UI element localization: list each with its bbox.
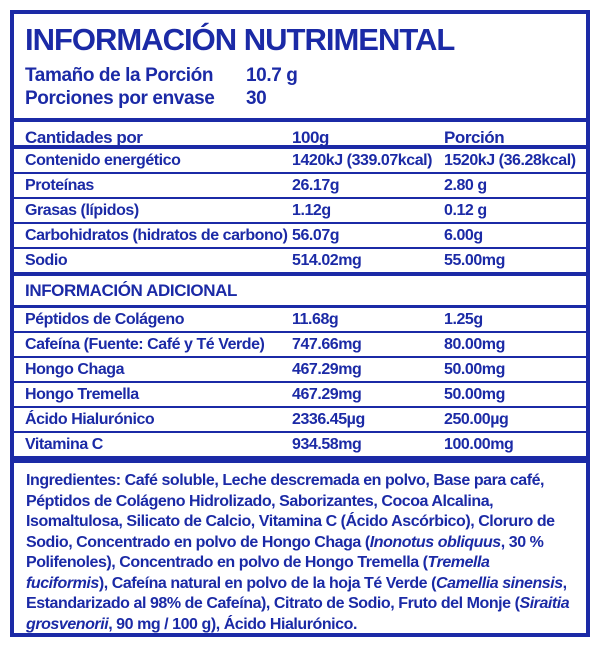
row-label: Proteínas [25, 177, 94, 194]
table-row-vitamin-c: Vitamina C 934.58mg 100.00mg [14, 433, 586, 456]
row-value-portion: 6.00g [444, 227, 483, 244]
row-value-100g: 747.66mg [292, 336, 362, 353]
row-value-portion: 80.00mg [444, 336, 505, 353]
divider [14, 172, 586, 174]
table-row-fat: Grasas (lípidos) 1.12g 0.12 g [14, 199, 586, 222]
divider [14, 197, 586, 199]
divider [14, 406, 586, 408]
divider [14, 222, 586, 224]
row-value-portion: 1520kJ (36.28kcal) [444, 152, 576, 169]
divider [14, 381, 586, 383]
label-title: INFORMACIÓN NUTRIMENTAL [25, 22, 455, 57]
row-label: Hongo Tremella [25, 386, 139, 403]
row-value-100g: 934.58mg [292, 436, 362, 453]
table-row-tremella: Hongo Tremella 467.29mg 50.00mg [14, 383, 586, 406]
nutrition-label: INFORMACIÓN NUTRIMENTAL Tamaño de la Por… [10, 10, 590, 637]
row-label: Grasas (lípidos) [25, 202, 139, 219]
divider [14, 118, 586, 122]
table-row-collagen: Péptidos de Colágeno 11.68g 1.25g [14, 308, 586, 331]
table-row-energy: Contenido energético 1420kJ (339.07kcal)… [14, 149, 586, 172]
column-header-100g: 100g [292, 128, 329, 147]
divider [14, 305, 586, 308]
servings-per-pack-label: Porciones por envase [25, 88, 215, 109]
row-value-portion: 2.80 g [444, 177, 487, 194]
column-header-amounts: Cantidades por [25, 128, 143, 147]
table-row-carbs: Carbohidratos (hidratos de carbono) 56.0… [14, 224, 586, 247]
ingredients-text: Ingredientes: Café soluble, Leche descre… [26, 472, 570, 633]
divider [14, 356, 586, 358]
serving-size-line: Tamaño de la Porción 10.7 g [25, 64, 575, 87]
table-header-row: Cantidades por 100g Porción [14, 122, 586, 147]
table-row-chaga: Hongo Chaga 467.29mg 50.00mg [14, 358, 586, 381]
table-row-protein: Proteínas 26.17g 2.80 g [14, 174, 586, 197]
row-label: Sodio [25, 252, 68, 269]
servings-per-pack-line: Porciones por envase 30 [25, 87, 575, 110]
divider [14, 431, 586, 433]
row-label: Péptidos de Colágeno [25, 311, 185, 328]
table-row-caffeine: Cafeína (Fuente: Café y Té Verde) 747.66… [14, 333, 586, 356]
row-value-100g: 2336.45µg [292, 411, 365, 428]
row-value-portion: 100.00mg [444, 436, 514, 453]
serving-size-value: 10.7 g [246, 65, 298, 86]
row-value-100g: 26.17g [292, 177, 340, 194]
row-value-portion: 50.00mg [444, 361, 505, 378]
column-header-portion: Porción [444, 128, 505, 147]
servings-per-pack-value: 30 [246, 88, 267, 109]
row-label: Vitamina C [25, 436, 103, 453]
divider [14, 456, 586, 463]
row-label: Contenido energético [25, 152, 181, 169]
row-value-portion: 50.00mg [444, 386, 505, 403]
row-value-100g: 11.68g [292, 311, 339, 328]
row-label: Cafeína (Fuente: Café y Té Verde) [25, 336, 265, 353]
table-row-hyaluronic: Ácido Hialurónico 2336.45µg 250.00µg [14, 408, 586, 431]
row-label: Carbohidratos (hidratos de carbono) [25, 227, 288, 244]
table-row-sodium: Sodio 514.02mg 55.00mg [14, 249, 586, 272]
row-value-portion: 0.12 g [444, 202, 487, 219]
divider [14, 272, 586, 276]
row-value-100g: 1420kJ (339.07kcal) [292, 152, 433, 169]
additional-info-title: INFORMACIÓN ADICIONAL [25, 281, 237, 300]
row-value-portion: 55.00mg [444, 252, 505, 269]
divider [14, 331, 586, 333]
row-value-portion: 250.00µg [444, 411, 509, 428]
divider [14, 247, 586, 249]
divider [14, 145, 586, 149]
row-value-100g: 467.29mg [292, 386, 362, 403]
row-label: Hongo Chaga [25, 361, 125, 378]
serving-size-label: Tamaño de la Porción [25, 65, 214, 86]
row-label: Ácido Hialurónico [25, 411, 155, 428]
row-value-portion: 1.25g [444, 311, 483, 328]
row-value-100g: 56.07g [292, 227, 340, 244]
row-value-100g: 1.12g [292, 202, 331, 219]
row-value-100g: 467.29mg [292, 361, 362, 378]
row-value-100g: 514.02mg [292, 252, 362, 269]
